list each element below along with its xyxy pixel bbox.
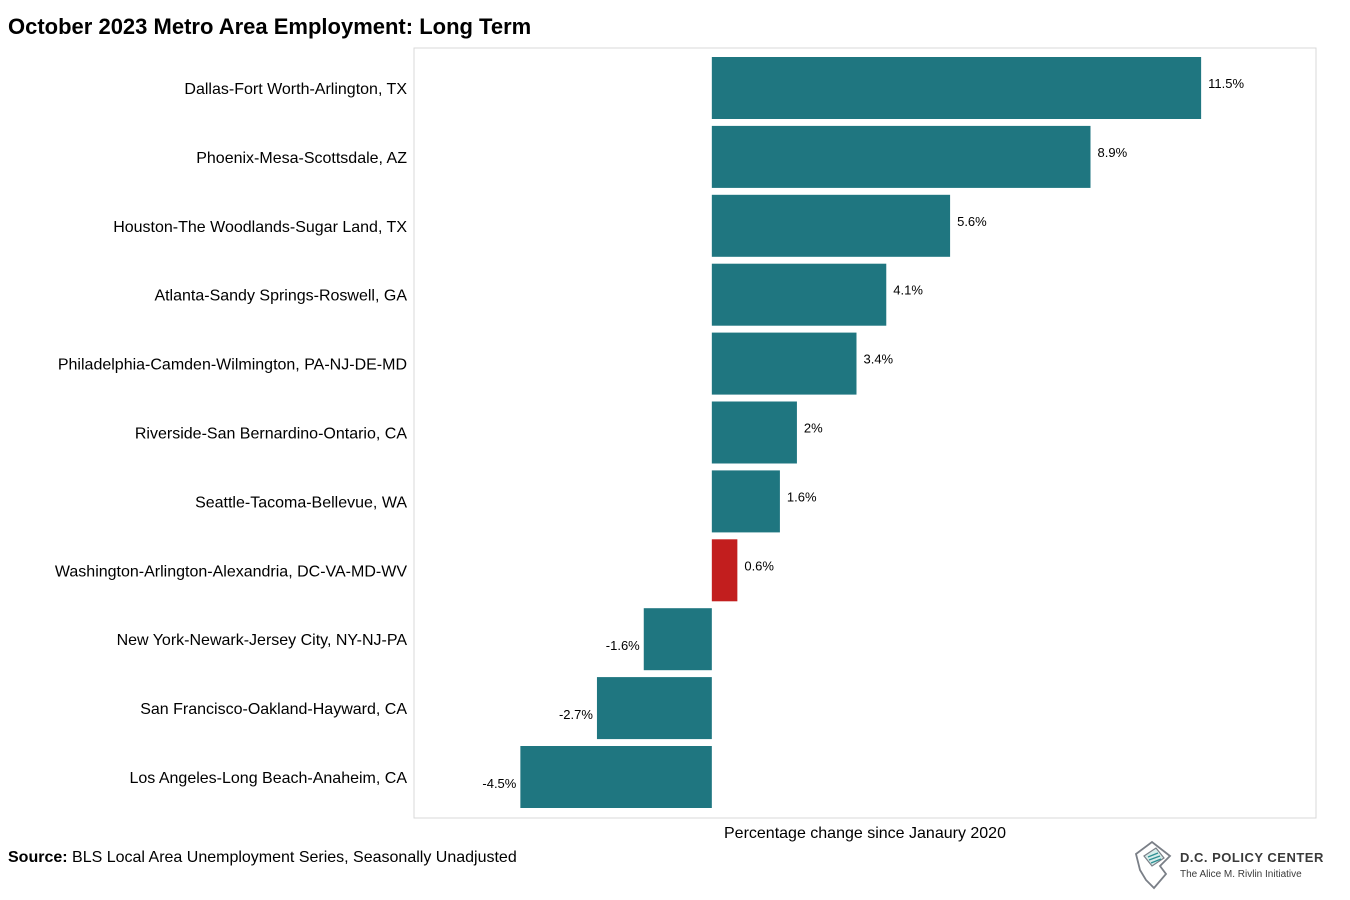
- category-label-10: San Francisco-Oakland-Hayward, CA: [140, 701, 407, 718]
- category-label-11: Los Angeles-Long Beach-Anaheim, CA: [129, 770, 407, 787]
- plot-frame: [413, 47, 1317, 819]
- category-label-2: Phoenix-Mesa-Scottsdale, AZ: [196, 150, 407, 167]
- category-label-5: Philadelphia-Camden-Wilmington, PA-NJ-DE…: [58, 357, 407, 374]
- bar-4: [711, 263, 887, 326]
- dc-map-document-icon: [1134, 840, 1172, 890]
- data-labels: 11.5% 8.9% 5.6% 4.1% 3.4% 2% 1.6% 0.6% -1.6% -2.7…: [482, 76, 1244, 791]
- bar-3: [711, 194, 951, 257]
- data-label-10: -2.7%: [559, 707, 593, 722]
- category-label-8: Washington-Arlington-Alexandria, DC-VA-M…: [55, 563, 407, 580]
- logo-subtitle: The Alice M. Rivlin Initiative: [1180, 869, 1302, 880]
- category-label-4: Atlanta-Sandy Springs-Roswell, GA: [154, 288, 407, 305]
- chart-title: October 2023 Metro Area Employment: Long…: [8, 14, 532, 39]
- bar-7: [711, 470, 780, 533]
- data-label-9: -1.6%: [606, 638, 640, 653]
- bar-9: [643, 608, 712, 671]
- bar-11: [520, 746, 712, 808]
- category-label-9: New York-Newark-Jersey City, NY-NJ-PA: [117, 632, 408, 649]
- source-text: BLS Local Area Unemployment Series, Seas…: [67, 849, 517, 866]
- dc-policy-center-logo: D.C. POLICY CENTER The Alice M. Rivlin I…: [1128, 838, 1328, 894]
- bar-2: [711, 125, 1091, 188]
- category-labels: Dallas-Fort Worth-Arlington, TX Phoenix-M…: [55, 81, 407, 787]
- data-label-7: 1.6%: [787, 489, 817, 504]
- bar-6: [711, 401, 797, 464]
- bar-8: [711, 539, 738, 602]
- data-label-4: 4.1%: [893, 283, 923, 298]
- bar-1: [711, 57, 1202, 119]
- category-label-7: Seattle-Tacoma-Bellevue, WA: [195, 494, 407, 511]
- category-label-6: Riverside-San Bernardino-Ontario, CA: [135, 426, 407, 443]
- bar-10: [596, 677, 712, 740]
- data-label-8: 0.6%: [744, 558, 774, 573]
- category-label-1: Dallas-Fort Worth-Arlington, TX: [184, 81, 407, 98]
- category-label-3: Houston-The Woodlands-Sugar Land, TX: [113, 219, 407, 236]
- data-label-11: -4.5%: [482, 776, 516, 791]
- data-label-2: 8.9%: [1098, 145, 1128, 160]
- source-label: Source:: [8, 849, 68, 866]
- bar-5: [711, 332, 857, 395]
- data-label-3: 5.6%: [957, 214, 987, 229]
- bars-group: [520, 57, 1202, 808]
- logo-name: D.C. POLICY CENTER: [1180, 850, 1324, 865]
- data-label-5: 3.4%: [863, 352, 893, 367]
- data-label-6: 2%: [804, 421, 823, 436]
- data-label-1: 11.5%: [1208, 76, 1244, 91]
- source-note: Source: BLS Local Area Unemployment Seri…: [8, 849, 517, 867]
- x-axis-label: Percentage change since Janaury 2020: [724, 825, 1006, 842]
